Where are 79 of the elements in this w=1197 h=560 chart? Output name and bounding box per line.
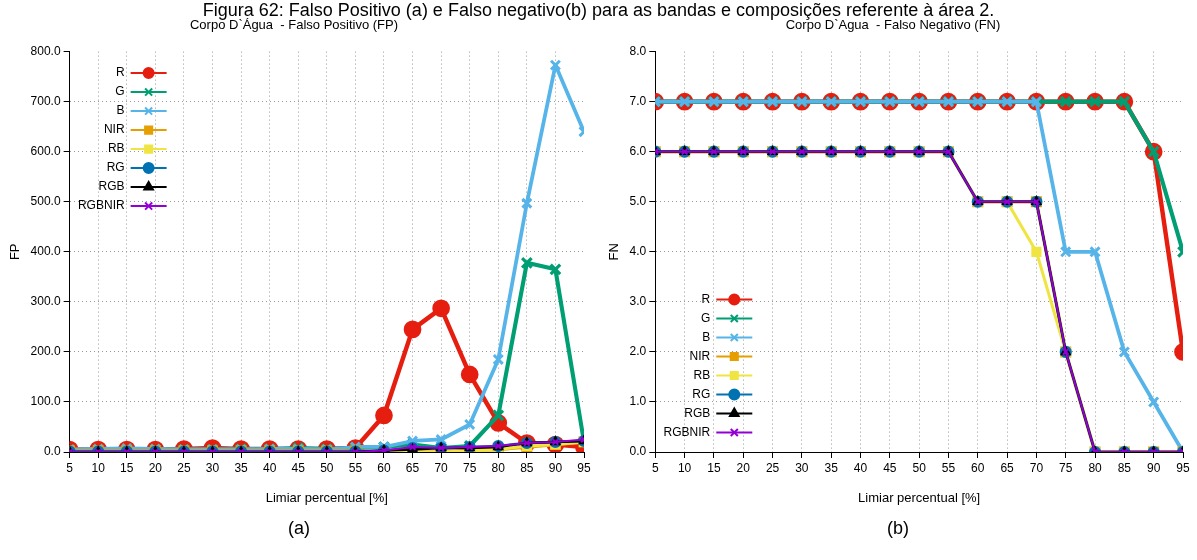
- legend-label: RGB: [684, 405, 711, 420]
- text: (a): [287, 518, 311, 539]
- legend-label: RB: [693, 367, 711, 382]
- x-tick-label: 60: [377, 460, 391, 475]
- x-tick-label: 95: [577, 460, 591, 475]
- x-tick-label: 55: [348, 460, 363, 475]
- legend-label: R: [115, 65, 125, 80]
- x-tick-label: 30: [795, 460, 809, 475]
- x-tick-label: 85: [1117, 460, 1132, 475]
- x-tick-label: 80: [491, 460, 506, 475]
- y-axis-title: FP: [7, 243, 23, 261]
- x-tick-label: 85: [520, 460, 534, 475]
- y-tick-label: 100.0: [30, 394, 61, 409]
- text: (b): [886, 518, 910, 539]
- x-tick-label: 15: [120, 460, 134, 475]
- x-tick-label: 80: [1088, 460, 1103, 475]
- y-tick-label: 5.0: [629, 194, 647, 209]
- y-tick-label: 600.0: [30, 144, 61, 159]
- legend-label: B: [702, 329, 711, 344]
- y-tick-label: 3.0: [629, 294, 647, 309]
- legend-label: RGBNIR: [663, 424, 711, 439]
- x-tick-label: 65: [405, 460, 420, 475]
- x-axis-title: Limiar percentual [%]: [265, 489, 388, 505]
- x-tick-label: 90: [1147, 460, 1161, 475]
- y-axis-title: FN: [606, 243, 622, 261]
- x-tick-label: 65: [1000, 460, 1015, 475]
- legend-label: NIR: [103, 122, 125, 137]
- x-tick-label: 50: [912, 460, 927, 475]
- x-tick-label: 10: [677, 460, 692, 475]
- x-tick-label: 35: [234, 460, 249, 475]
- legend-label: R: [701, 291, 711, 306]
- y-tick-label: 0.0: [43, 444, 61, 459]
- y-tick-label: 2.0: [629, 344, 647, 359]
- y-tick-label: 0.0: [629, 444, 647, 459]
- legend-label: NIR: [689, 348, 711, 363]
- y-tick-label: 300.0: [30, 294, 61, 309]
- x-tick-label: 50: [320, 460, 334, 475]
- x-tick-label: 60: [971, 460, 985, 475]
- x-axis-title: Limiar percentual [%]: [858, 489, 981, 505]
- text: Figura 62: Falso Positivo (a) e Falso negativo(b) para as bandas e composições referente à área 2.: [201, 0, 996, 20]
- x-tick-label: 40: [853, 460, 868, 475]
- x-tick-label: 70: [1029, 460, 1044, 475]
- x-tick-label: 40: [262, 460, 277, 475]
- y-tick-label: 200.0: [30, 344, 61, 359]
- x-tick-label: 5: [66, 460, 74, 475]
- legend-label: RGBNIR: [77, 198, 125, 213]
- x-tick-label: 90: [548, 460, 563, 475]
- x-tick-label: 15: [707, 460, 721, 475]
- x-tick-label: 35: [824, 460, 839, 475]
- legend-label: RB: [107, 141, 125, 156]
- legend-label: B: [116, 103, 125, 118]
- y-tick-label: 6.0: [629, 144, 647, 159]
- x-tick-label: 55: [941, 460, 956, 475]
- legend-label: G: [115, 84, 125, 99]
- y-tick-label: 4.0: [629, 244, 647, 259]
- legend-label: RG: [106, 160, 125, 175]
- x-tick-label: 45: [291, 460, 306, 475]
- y-tick-label: 800.0: [30, 43, 61, 58]
- x-tick-label: 75: [1059, 460, 1073, 475]
- legend-label: RGB: [98, 179, 125, 194]
- x-tick-label: 95: [1176, 460, 1190, 475]
- y-tick-label: 1.0: [629, 394, 647, 409]
- y-tick-label: 7.0: [629, 93, 647, 108]
- x-tick-label: 30: [205, 460, 220, 475]
- x-tick-label: 20: [736, 460, 751, 475]
- legend-label: G: [700, 310, 711, 325]
- x-tick-label: 20: [148, 460, 163, 475]
- x-tick-label: 10: [91, 460, 106, 475]
- legend-label: RG: [692, 386, 711, 401]
- x-tick-label: 75: [463, 460, 477, 475]
- y-tick-label: 400.0: [30, 244, 61, 259]
- x-tick-label: 25: [177, 460, 191, 475]
- x-tick-label: 5: [651, 460, 659, 475]
- y-tick-label: 500.0: [30, 194, 61, 209]
- y-tick-label: 8.0: [629, 43, 647, 58]
- x-tick-label: 25: [765, 460, 780, 475]
- x-tick-label: 70: [434, 460, 449, 475]
- y-tick-label: 700.0: [30, 93, 61, 108]
- x-tick-label: 45: [883, 460, 897, 475]
